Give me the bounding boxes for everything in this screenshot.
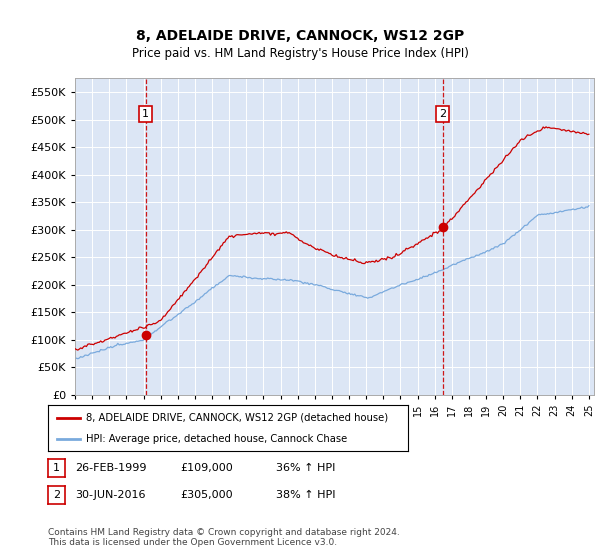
Text: £109,000: £109,000	[180, 463, 233, 473]
Text: 2: 2	[53, 490, 60, 500]
Text: 8, ADELAIDE DRIVE, CANNOCK, WS12 2GP: 8, ADELAIDE DRIVE, CANNOCK, WS12 2GP	[136, 29, 464, 44]
Text: HPI: Average price, detached house, Cannock Chase: HPI: Average price, detached house, Cann…	[86, 435, 347, 444]
Text: 38% ↑ HPI: 38% ↑ HPI	[276, 490, 335, 500]
Text: 8, ADELAIDE DRIVE, CANNOCK, WS12 2GP (detached house): 8, ADELAIDE DRIVE, CANNOCK, WS12 2GP (de…	[86, 413, 388, 423]
Text: £305,000: £305,000	[180, 490, 233, 500]
Text: 1: 1	[53, 463, 60, 473]
Text: 2: 2	[439, 109, 446, 119]
Text: 36% ↑ HPI: 36% ↑ HPI	[276, 463, 335, 473]
Text: Price paid vs. HM Land Registry's House Price Index (HPI): Price paid vs. HM Land Registry's House …	[131, 46, 469, 60]
Text: 30-JUN-2016: 30-JUN-2016	[75, 490, 146, 500]
Text: Contains HM Land Registry data © Crown copyright and database right 2024.
This d: Contains HM Land Registry data © Crown c…	[48, 528, 400, 547]
Text: 26-FEB-1999: 26-FEB-1999	[75, 463, 146, 473]
Text: 1: 1	[142, 109, 149, 119]
